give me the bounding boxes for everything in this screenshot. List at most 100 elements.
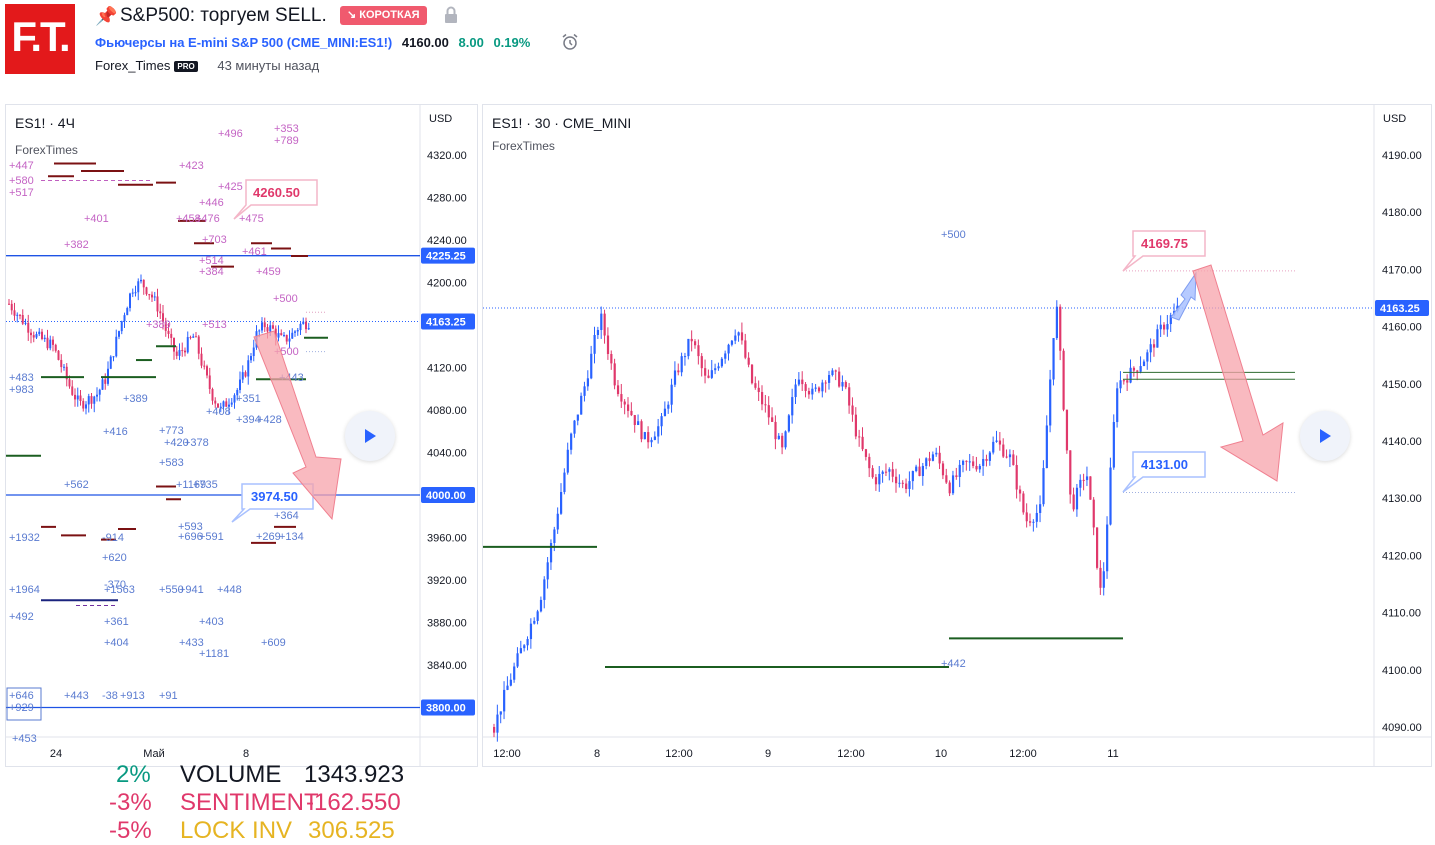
x-tick-label: 12:00 <box>665 748 693 760</box>
candle-body <box>1052 338 1055 380</box>
last-price: 4160.00 <box>401 35 449 50</box>
candle-body <box>123 315 126 322</box>
candle-body <box>1085 476 1089 481</box>
candle-body <box>1149 344 1152 353</box>
candle-body <box>239 379 241 391</box>
candle-body <box>30 332 32 336</box>
candle-body <box>549 543 553 563</box>
candle-body <box>211 389 214 401</box>
alarm-clock-icon[interactable] <box>561 33 579 51</box>
x-tick-label: 24 <box>50 748 62 760</box>
publish-time: 43 минуты назад <box>217 58 320 73</box>
trade-annotation: +514 <box>199 255 224 267</box>
candle-body <box>804 384 807 391</box>
candle-body <box>874 477 878 485</box>
candle-body <box>1106 524 1109 572</box>
candle-body <box>274 328 277 338</box>
candle-body <box>774 421 777 440</box>
left-play-button[interactable] <box>345 411 395 461</box>
candle-body <box>294 331 296 333</box>
candle-body <box>580 395 583 415</box>
candle-body <box>1042 468 1045 505</box>
candle-body <box>640 421 643 440</box>
candle-body <box>1112 422 1115 468</box>
trade-annotation: +517 <box>9 187 34 199</box>
x-tick-label: 10 <box>935 748 947 760</box>
candle-body <box>49 339 52 349</box>
candle-body <box>657 426 660 437</box>
trade-annotation: +389 <box>146 319 171 331</box>
y-tick-label: 4120.00 <box>427 363 467 375</box>
y-tick-label: 4280.00 <box>427 193 467 205</box>
candle-body <box>858 436 861 438</box>
right-chart-canvas[interactable]: USD 4190.00 4180.00 4170.00 4160.00 4150.00 41… <box>483 105 1431 766</box>
candle-body <box>1015 464 1018 490</box>
left-chart-title: ES1! · 4Ч <box>15 115 75 131</box>
symbol-link[interactable]: Фьючерсы на E-mini S&P 500 (CME_MINI:ES1… <box>95 35 393 50</box>
candle-body <box>82 400 85 409</box>
candle-body <box>35 334 38 338</box>
price-label-box <box>421 487 475 503</box>
candle-body <box>573 420 576 434</box>
candle-body <box>1022 493 1025 513</box>
candle-body <box>610 354 613 364</box>
candle-body <box>1099 567 1102 588</box>
candle-body <box>982 458 985 466</box>
candle-body <box>945 475 948 483</box>
y-tick-label: 3920.00 <box>427 575 467 587</box>
trade-annotation: +461 <box>242 246 267 258</box>
price-change-pct: 0.19% <box>493 35 531 50</box>
trade-annotation: -370 <box>104 579 126 591</box>
candle-body <box>519 648 522 654</box>
stat-value: 306.525 <box>308 817 395 844</box>
right-chart-panel[interactable]: USD 4190.00 4180.00 4170.00 4160.00 4150.00 41… <box>482 104 1432 767</box>
price-label-box <box>421 247 475 264</box>
candle-body <box>302 321 305 324</box>
candle-body <box>261 322 263 331</box>
trade-annotation: +929 <box>9 702 34 714</box>
candle-body <box>690 338 693 342</box>
candle-body <box>791 397 794 416</box>
x-tick-label: 12:00 <box>1009 748 1037 760</box>
candle-body <box>244 372 247 377</box>
candle-body <box>613 363 616 386</box>
candle-body <box>184 350 186 353</box>
trade-annotation: +513 <box>202 319 227 331</box>
left-chart-canvas[interactable]: USD4320.004280.004240.004200.004160.0041… <box>6 105 477 766</box>
trade-annotation: -914 <box>102 532 124 544</box>
candle-body <box>647 432 650 443</box>
candle-body <box>90 396 93 404</box>
candle-body <box>915 466 918 471</box>
y-tick-label: 4130.00 <box>1382 493 1422 505</box>
author-logo[interactable]: F.T. <box>5 4 75 74</box>
candle-body <box>192 336 195 338</box>
candle-body <box>807 390 811 395</box>
candle-body <box>523 645 526 649</box>
price-label-box <box>421 699 475 716</box>
candle-body <box>596 329 600 336</box>
candle-body <box>156 296 159 312</box>
candle-body <box>115 336 118 357</box>
candle-body <box>777 435 780 440</box>
candle-body <box>1055 306 1058 339</box>
candle-body <box>307 328 310 330</box>
trade-annotation: +353 <box>274 123 299 135</box>
left-chart-panel[interactable]: USD4320.004280.004240.004200.004160.0041… <box>5 104 478 844</box>
trade-annotation: +423 <box>179 160 204 172</box>
candle-body <box>566 449 569 473</box>
trade-annotation: +1181 <box>199 648 229 660</box>
price-label-box <box>421 313 475 330</box>
candle-body <box>811 388 814 395</box>
right-play-button[interactable] <box>1300 411 1350 461</box>
candle-body <box>841 382 844 387</box>
selection-box <box>6 687 42 721</box>
candle-body <box>299 323 302 331</box>
candle-body <box>252 347 255 357</box>
candle-body <box>630 410 633 416</box>
sell-arrow <box>253 330 342 521</box>
candle-body <box>754 383 757 388</box>
author-name[interactable]: Forex_Times <box>95 58 171 73</box>
trade-annotation: +428 <box>257 414 282 426</box>
candle-body <box>296 330 299 332</box>
candle-body <box>543 579 546 600</box>
